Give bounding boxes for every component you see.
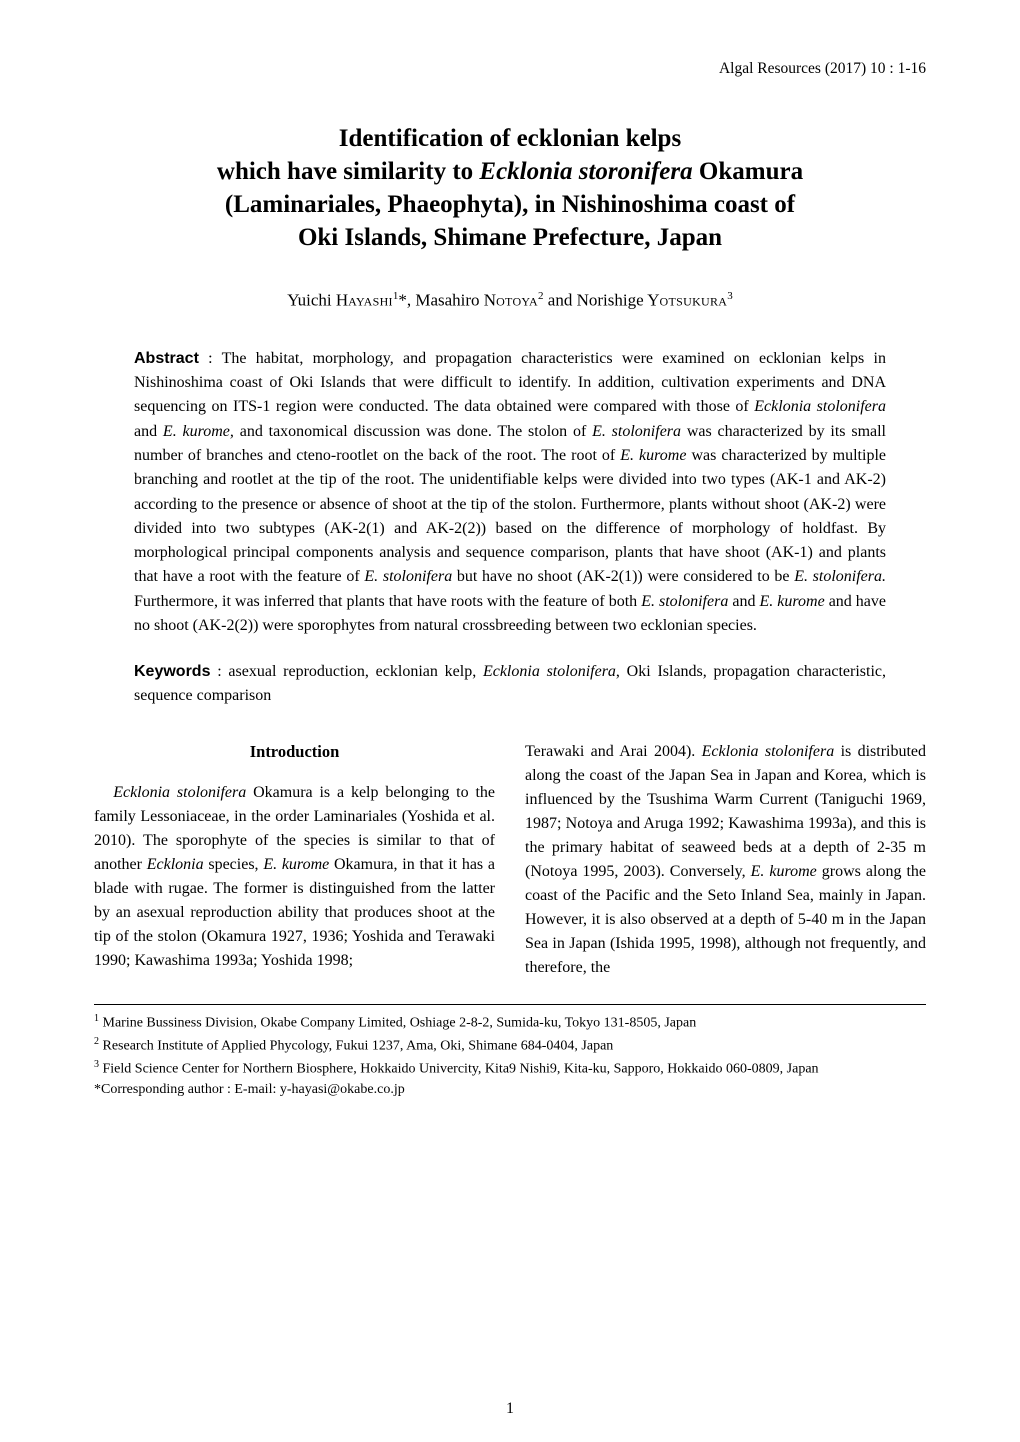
keywords-block: Keywords : asexual reproduction, eckloni… — [134, 660, 886, 708]
title-species: Ecklonia storonifera — [479, 158, 692, 185]
authors-line: Yuichi Hayashi1*, Masahiro Notoya2 and N… — [94, 290, 926, 311]
abstract-block: Abstract : The habitat, morphology, and … — [134, 347, 886, 639]
keywords-text: : asexual reproduction, ecklonian kelp, … — [134, 663, 886, 704]
footnote-3-text: Field Science Center for Northern Biosph… — [103, 1061, 819, 1076]
page-number: 1 — [0, 1400, 1020, 1418]
abstract-lead: Abstract — [134, 350, 199, 367]
footnote-1-text: Marine Bussiness Division, Okabe Company… — [103, 1016, 697, 1031]
title-line-3: (Laminariales, Phaeophyta), in Nishinosh… — [225, 191, 795, 218]
body-columns: Introduction Ecklonia stolonifera Okamur… — [94, 740, 926, 980]
footnote-rule — [94, 1004, 926, 1005]
column-right: Terawaki and Arai 2004). Ecklonia stolon… — [525, 740, 926, 980]
footnote-affiliation-1: 1 Marine Bussiness Division, Okabe Compa… — [94, 1011, 926, 1034]
journal-citation: Algal Resources (2017) 10 : 1-16 — [94, 60, 926, 78]
footnote-affiliation-2: 2 Research Institute of Applied Phycolog… — [94, 1034, 926, 1057]
title-line-1: Identification of ecklonian kelps — [339, 125, 681, 152]
title-line-4: Oki Islands, Shimane Prefecture, Japan — [298, 224, 722, 251]
intro-paragraph-left: Ecklonia stolonifera Okamura is a kelp b… — [94, 781, 495, 973]
title-line-2b: Okamura — [693, 158, 803, 185]
column-left: Introduction Ecklonia stolonifera Okamur… — [94, 740, 495, 980]
footnote-2-text: Research Institute of Applied Phycology,… — [103, 1039, 614, 1054]
keywords-lead: Keywords — [134, 663, 210, 680]
footnotes-block: 1 Marine Bussiness Division, Okabe Compa… — [94, 1011, 926, 1100]
abstract-text: : The habitat, morphology, and propagati… — [134, 350, 886, 634]
intro-paragraph-right: Terawaki and Arai 2004). Ecklonia stolon… — [525, 740, 926, 980]
title-line-2a: which have similarity to — [217, 158, 480, 185]
footnote-corresponding: *Corresponding author : E-mail: y-hayasi… — [94, 1079, 926, 1100]
section-heading-introduction: Introduction — [94, 740, 495, 765]
article-title: Identification of ecklonian kelps which … — [94, 122, 926, 254]
footnote-affiliation-3: 3 Field Science Center for Northern Bios… — [94, 1057, 926, 1080]
